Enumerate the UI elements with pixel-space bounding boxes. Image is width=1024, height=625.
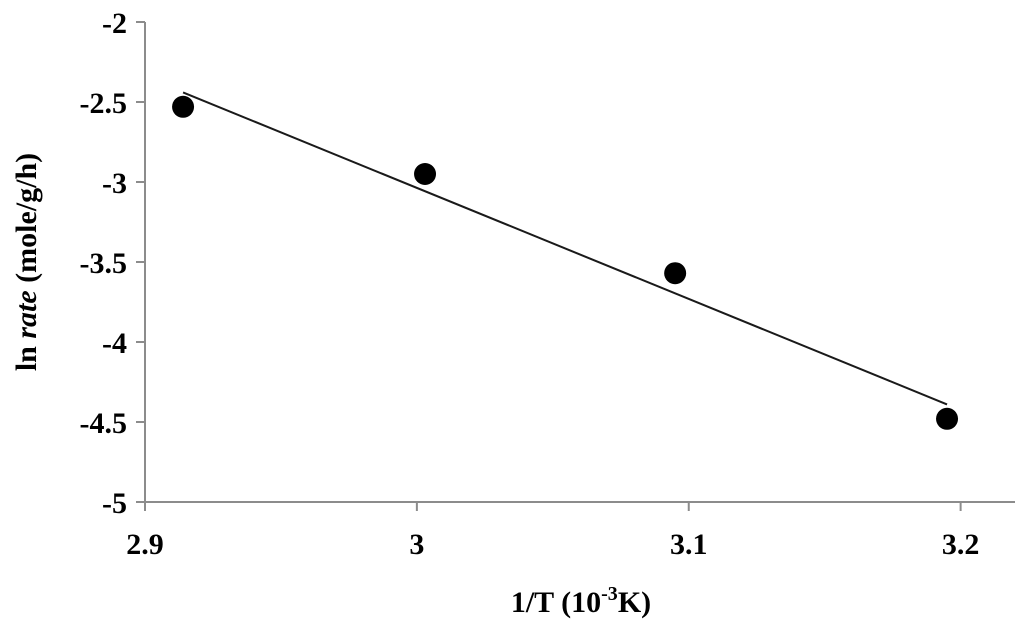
data-point [414, 163, 437, 185]
x-tick-label: 3.2 [942, 528, 980, 561]
x-tick-label: 3.1 [670, 528, 708, 561]
data-point [664, 262, 687, 285]
axes: -2 -2.5 -3 -3.5 -4 -4.5 -5 2.9 3 3.1 3.2 [80, 7, 1015, 561]
trendline [182, 91, 948, 406]
data-points [172, 95, 959, 430]
data-point [936, 407, 959, 430]
trendline-layer [182, 91, 948, 406]
x-tick-label: 2.9 [126, 528, 164, 561]
y-tick-label: -4 [102, 327, 127, 360]
y-tick-label: -3 [102, 167, 127, 200]
y-axis-title: ln rate (mole/g/h) [10, 153, 43, 371]
y-tick-label: -3.5 [80, 247, 128, 280]
data-point [172, 95, 195, 118]
y-tick-label: -2 [102, 7, 127, 40]
y-tick-label: -5 [102, 487, 127, 520]
y-tick-label: -4.5 [80, 407, 128, 440]
x-axis-title: 1/T (10-3K) [511, 583, 651, 619]
x-tick-label: 3 [409, 528, 424, 561]
y-tick-label: -2.5 [80, 87, 128, 120]
